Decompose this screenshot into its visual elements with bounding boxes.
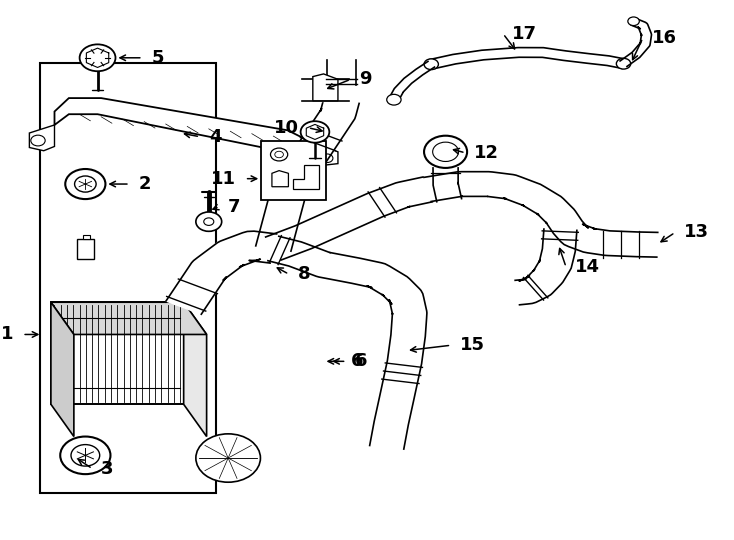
Text: 15: 15 <box>460 336 485 354</box>
Text: 13: 13 <box>684 224 709 241</box>
Circle shape <box>432 142 459 161</box>
Circle shape <box>321 154 333 163</box>
Bar <box>78 239 94 259</box>
Text: 16: 16 <box>652 29 677 47</box>
Circle shape <box>628 17 639 25</box>
Polygon shape <box>266 177 432 260</box>
Polygon shape <box>429 48 625 69</box>
Circle shape <box>71 444 100 466</box>
Circle shape <box>275 151 283 158</box>
Polygon shape <box>51 302 184 404</box>
Polygon shape <box>268 237 427 449</box>
Polygon shape <box>294 165 319 190</box>
Polygon shape <box>433 168 462 202</box>
Polygon shape <box>309 141 338 165</box>
Circle shape <box>65 169 106 199</box>
Polygon shape <box>54 98 309 154</box>
Polygon shape <box>302 79 349 101</box>
Polygon shape <box>313 74 338 101</box>
Text: 14: 14 <box>575 258 600 276</box>
Polygon shape <box>424 172 658 257</box>
Circle shape <box>617 58 631 69</box>
Text: 4: 4 <box>208 128 221 146</box>
Circle shape <box>31 135 46 146</box>
Circle shape <box>424 59 438 70</box>
Bar <box>40 63 216 493</box>
Polygon shape <box>272 171 288 187</box>
Text: 7: 7 <box>228 198 241 215</box>
Polygon shape <box>515 229 577 305</box>
Text: 11: 11 <box>211 170 236 188</box>
Polygon shape <box>620 18 652 66</box>
Bar <box>83 234 90 239</box>
Text: 6: 6 <box>355 352 368 370</box>
Polygon shape <box>255 98 359 251</box>
Circle shape <box>79 44 115 71</box>
Circle shape <box>271 148 288 161</box>
Circle shape <box>196 434 261 482</box>
Text: 3: 3 <box>101 460 114 478</box>
Polygon shape <box>389 62 435 100</box>
Text: 9: 9 <box>360 70 372 88</box>
Text: 5: 5 <box>151 49 164 67</box>
Text: 12: 12 <box>474 144 499 162</box>
Polygon shape <box>51 302 74 436</box>
Circle shape <box>301 121 330 143</box>
Circle shape <box>196 212 222 231</box>
Circle shape <box>204 218 214 225</box>
Text: 6: 6 <box>351 352 363 370</box>
Circle shape <box>75 176 96 192</box>
Circle shape <box>60 436 110 474</box>
Text: 2: 2 <box>139 175 151 193</box>
Polygon shape <box>29 125 54 151</box>
Text: 1: 1 <box>1 326 14 343</box>
Text: 10: 10 <box>275 119 299 137</box>
Circle shape <box>387 94 401 105</box>
Text: 8: 8 <box>298 265 310 284</box>
Text: 17: 17 <box>512 25 537 43</box>
Polygon shape <box>51 302 207 334</box>
Polygon shape <box>261 141 326 200</box>
Polygon shape <box>184 302 207 436</box>
Polygon shape <box>327 60 356 85</box>
Circle shape <box>424 136 467 168</box>
Polygon shape <box>166 231 277 314</box>
